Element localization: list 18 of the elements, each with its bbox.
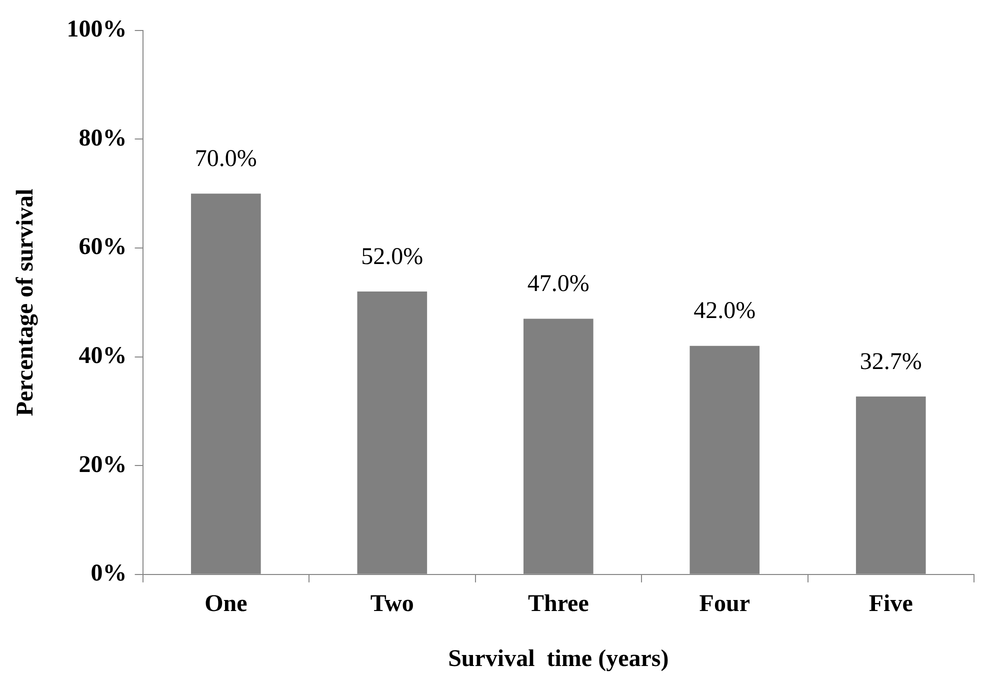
y-tick-label: 0% bbox=[90, 560, 127, 587]
y-tick-label: 40% bbox=[78, 343, 127, 370]
data-label: 70.0% bbox=[194, 146, 257, 172]
x-tick-label: Four bbox=[699, 591, 750, 618]
data-label: 52.0% bbox=[361, 244, 424, 270]
data-label: 42.0% bbox=[694, 298, 756, 324]
x-tick-label: Five bbox=[868, 591, 914, 618]
data-label: 47.0% bbox=[527, 271, 590, 298]
y-tick-label: 60% bbox=[78, 234, 127, 260]
y-tick-label: 20% bbox=[78, 452, 127, 478]
y-tick-label: 100% bbox=[66, 16, 127, 43]
x-axis-title: Survival time (years) bbox=[448, 646, 669, 672]
y-tick-label: 80% bbox=[78, 125, 127, 152]
data-label: 32.7% bbox=[860, 348, 922, 375]
x-tick-label: Two bbox=[370, 591, 414, 618]
x-tick-label: Three bbox=[528, 591, 590, 618]
y-axis-title: Percentage of survival bbox=[12, 188, 39, 416]
x-tick-label: One bbox=[204, 591, 248, 618]
